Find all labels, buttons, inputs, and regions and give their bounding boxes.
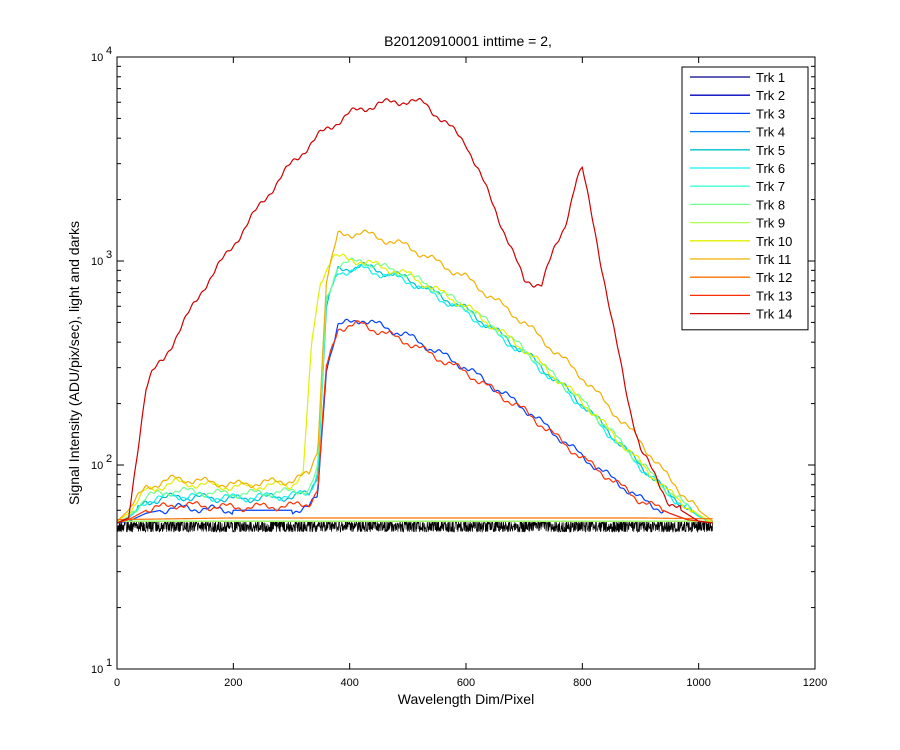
legend-entry-label: Trk 14 [756, 307, 792, 322]
series-line-trk-12 [116, 517, 713, 521]
series-line-trk-11 [116, 229, 714, 522]
legend-entry-label: Trk 11 [756, 252, 791, 267]
legend-entry-label: Trk 6 [756, 161, 785, 176]
legend-entry-label: Trk 12 [756, 270, 792, 285]
legend-entry-label: Trk 1 [756, 70, 785, 85]
series-line-trk-13 [116, 320, 713, 524]
y-tick-label: 10 [91, 52, 103, 64]
plot-area [116, 97, 714, 534]
x-tick-label: 600 [457, 677, 475, 689]
x-tick-label: 400 [340, 677, 358, 689]
y-tick-exponent: 1 [106, 657, 112, 669]
legend-entry-label: Trk 13 [756, 288, 792, 303]
series-line-trk-8 [116, 257, 713, 524]
legend-entry-label: Trk 10 [756, 234, 792, 249]
series-line-trk-6 [116, 263, 713, 524]
y-tick-exponent: 3 [106, 249, 112, 261]
y-tick-exponent: 4 [106, 45, 112, 57]
legend-entry-label: Trk 7 [756, 179, 785, 194]
x-tick-label: 0 [114, 677, 120, 689]
legend-entry-label: Trk 4 [756, 125, 785, 140]
x-tick-label: 200 [224, 677, 242, 689]
x-tick-label: 800 [573, 677, 591, 689]
legend-entry-label: Trk 3 [756, 106, 785, 121]
legend-entry-label: Trk 2 [756, 88, 785, 103]
y-tick-label: 10 [91, 460, 103, 472]
y-tick-exponent: 2 [106, 453, 112, 465]
x-tick-label: 1000 [686, 677, 710, 689]
series-line-trk-14 [116, 97, 713, 524]
x-tick-label: 1200 [803, 677, 827, 689]
x-axis-label: Wavelength Dim/Pixel [398, 691, 534, 707]
dark-frames-band [116, 520, 713, 534]
y-tick-label: 10 [91, 256, 103, 268]
legend: Trk 1 Trk 2 Trk 3 Trk 4 Trk 5 Trk 6 Trk 7 Trk 8… [681, 66, 809, 331]
series-line-trk-10 [116, 253, 713, 524]
chart-title: B20120910001 inttime = 2, [384, 33, 552, 49]
legend-entry-label: Trk 9 [756, 216, 785, 231]
y-tick-label: 10 [91, 664, 103, 676]
legend-entry-label: Trk 5 [756, 143, 785, 158]
y-axis-label: Signal Intensity (ADU/pix/sec), light an… [66, 221, 82, 505]
legend-entry-label: Trk 8 [756, 197, 785, 212]
legend-box [681, 66, 809, 331]
